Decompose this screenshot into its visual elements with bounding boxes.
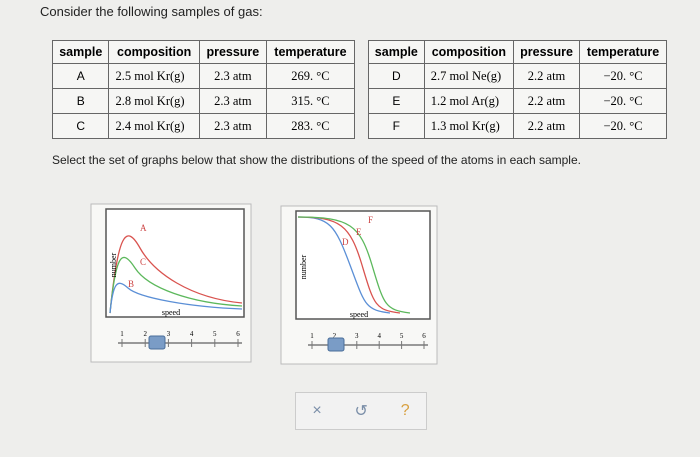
distribution-curve: [109, 282, 243, 314]
cell: D: [368, 63, 425, 89]
row: E 1.2 mol Ar(g) 2.2 atm −20. °C: [368, 88, 667, 114]
table: sample composition pressure temperature D 2.7…: [368, 40, 667, 139]
column-header: composition: [108, 40, 200, 64]
slider-tick-label: 4: [190, 330, 194, 338]
column-header: composition: [423, 40, 514, 64]
plot-frame: [295, 210, 431, 320]
cell: E: [368, 88, 425, 114]
column-header: pressure: [198, 40, 267, 64]
clear-button[interactable]: ×: [312, 402, 322, 419]
distribution-curve: [109, 256, 243, 314]
slider-tick-label: 6: [236, 330, 240, 338]
cell: −20. °C: [579, 113, 667, 139]
cell: 2.2 atm: [512, 88, 581, 114]
column-header: temperature: [265, 40, 356, 64]
slider-tick-label: 1: [310, 332, 314, 340]
undo-button[interactable]: ↺: [354, 403, 368, 420]
instruction: Select the set of graphs below that show…: [52, 153, 581, 167]
curve-label: B: [128, 279, 134, 289]
cell: 2.7 mol Ne(g): [423, 63, 514, 89]
cell: −20. °C: [579, 88, 667, 114]
plot-frame: [105, 208, 245, 318]
slider-tick-label: 5: [400, 332, 404, 340]
cell: 2.5 mol Kr(g): [108, 63, 200, 89]
cell: 1.3 mol Kr(g): [423, 113, 514, 139]
slider-tick-label: 1: [120, 330, 124, 338]
x-axis-label: speed: [350, 310, 368, 319]
help-button[interactable]: ?: [400, 402, 410, 419]
column-header: sample: [51, 40, 110, 64]
slider-tick-label: 5: [213, 330, 217, 338]
cell: 2.4 mol Kr(g): [108, 113, 200, 139]
row: C 2.4 mol Kr(g) 2.3 atm 283. °C: [51, 113, 356, 139]
cell: 2.3 atm: [198, 113, 267, 139]
cell: 269. °C: [265, 63, 356, 89]
cell: A: [51, 63, 110, 89]
cell: C: [51, 113, 110, 139]
cell: 2.3 atm: [198, 88, 267, 114]
header-row: sample composition pressure temperature: [368, 40, 667, 64]
y-axis-label: number: [299, 254, 308, 279]
curve-label: C: [140, 257, 146, 267]
cell: −20. °C: [579, 63, 667, 89]
slider-tick-label: 4: [377, 332, 381, 340]
x-axis-label: speed: [162, 308, 180, 317]
table: sample composition pressure temperature A 2.5…: [51, 40, 356, 139]
cell: 1.2 mol Ar(g): [423, 88, 514, 114]
column-header: temperature: [579, 40, 667, 64]
curve-label: E: [356, 227, 362, 237]
distribution-curve: [109, 235, 243, 314]
slider-tick-label: 2: [333, 332, 337, 340]
button-bar: × ↺ ?: [295, 392, 427, 430]
distribution-curve: [297, 216, 401, 314]
row: D 2.7 mol Ne(g) 2.2 atm −20. °C: [368, 63, 667, 89]
header-row: sample composition pressure temperature: [51, 40, 356, 64]
cell: 283. °C: [265, 113, 356, 139]
prompt: Consider the following samples of gas:: [40, 4, 263, 19]
column-header: pressure: [512, 40, 581, 64]
cell: B: [51, 88, 110, 114]
distribution-curve: [297, 216, 411, 314]
slider-tick-label: 3: [167, 330, 171, 338]
cell: 315. °C: [265, 88, 356, 114]
slider-knob[interactable]: [148, 335, 166, 350]
slider-tick-label: 3: [355, 332, 359, 340]
cell: 2.3 atm: [198, 63, 267, 89]
slider-knob[interactable]: [327, 337, 345, 352]
cell: 2.8 mol Kr(g): [108, 88, 200, 114]
cell: 2.2 atm: [512, 113, 581, 139]
row: B 2.8 mol Kr(g) 2.3 atm 315. °C: [51, 88, 356, 114]
cell: F: [368, 113, 425, 139]
column-header: sample: [368, 40, 425, 64]
slider-tick-label: 6: [422, 332, 426, 340]
curve-label: A: [140, 223, 147, 233]
curve-label: D: [342, 237, 349, 247]
y-axis-label: number: [109, 252, 118, 277]
distribution-curve: [297, 216, 391, 314]
row: A 2.5 mol Kr(g) 2.3 atm 269. °C: [51, 63, 356, 89]
row: F 1.3 mol Kr(g) 2.2 atm −20. °C: [368, 113, 667, 139]
slider-tick-label: 2: [143, 330, 147, 338]
cell: 2.2 atm: [512, 63, 581, 89]
curve-label: F: [368, 215, 373, 225]
